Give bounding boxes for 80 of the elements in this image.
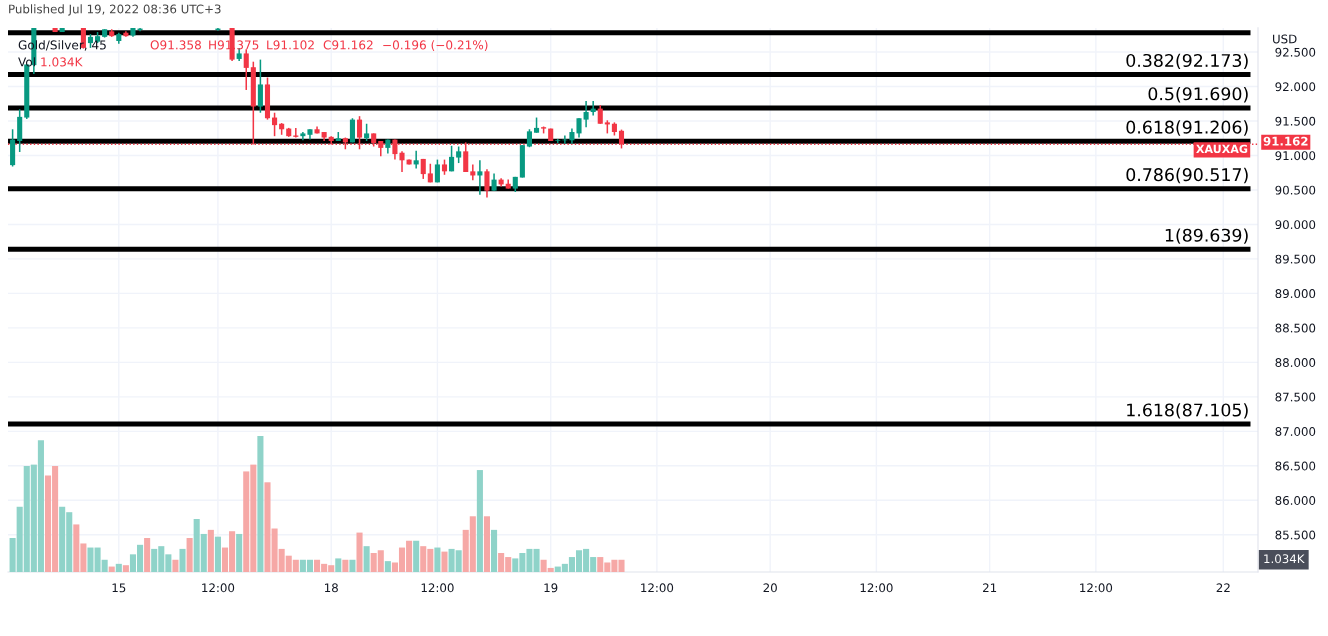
x-tick-label: 12:00 xyxy=(641,583,674,593)
x-tick-label: 15 xyxy=(112,583,126,593)
bar xyxy=(342,559,349,572)
bar xyxy=(441,551,448,572)
bar xyxy=(108,566,115,572)
x-tick-label: 12:00 xyxy=(421,583,454,593)
annotation: C91.162 xyxy=(323,40,373,50)
candlestick xyxy=(413,149,419,170)
bar xyxy=(122,565,129,572)
bar xyxy=(179,548,186,572)
x-tick-label: 20 xyxy=(763,583,777,593)
candlestick xyxy=(597,104,603,125)
candlestick xyxy=(399,150,405,173)
y-tick-label: 92.500 xyxy=(1275,47,1316,57)
bar xyxy=(413,540,420,572)
y-tick-label: 92.000 xyxy=(1275,82,1316,92)
bar xyxy=(356,532,363,572)
bar xyxy=(186,538,193,572)
candlestick xyxy=(555,138,561,144)
y-tick-label: 91.000 xyxy=(1275,151,1316,161)
y-axis-title: USD xyxy=(1273,34,1297,44)
candlestick xyxy=(272,111,278,137)
ref-line-label: 1.618(87.105) xyxy=(1127,403,1248,419)
bar xyxy=(476,470,483,572)
y-tick-label: 89.000 xyxy=(1275,289,1316,299)
bar xyxy=(144,538,151,572)
x-tick-label: 12:00 xyxy=(860,583,893,593)
bar xyxy=(434,547,441,572)
bar xyxy=(214,536,221,572)
bar xyxy=(207,529,214,572)
ref-line-label: 0.618(91.206) xyxy=(1126,120,1248,136)
ref-line-label: 91.162 xyxy=(1263,136,1308,146)
y-tick-label: 90.500 xyxy=(1275,185,1316,195)
y-tick-label: 87.500 xyxy=(1275,392,1316,402)
candlestick xyxy=(583,100,589,128)
candlestick xyxy=(243,48,249,91)
y-tick-label: 87.000 xyxy=(1275,427,1316,436)
text: Published Jul 19, 2022 08:36 UTC+3 xyxy=(9,4,221,16)
bar xyxy=(172,559,179,572)
bar xyxy=(491,529,498,572)
ref-line-label: 0.5(91.690) xyxy=(1148,86,1248,103)
candlestick xyxy=(349,117,355,144)
annotation: L91.102 xyxy=(267,40,314,50)
candlestick xyxy=(470,163,476,182)
x-tick-label: 12:00 xyxy=(202,583,235,593)
y-tick-label: 91.500 xyxy=(1275,116,1316,126)
y-tick-label: 89.500 xyxy=(1275,254,1316,264)
bar xyxy=(115,563,122,572)
candlestick xyxy=(484,168,490,199)
bar xyxy=(349,559,356,572)
candlestick xyxy=(477,159,483,196)
x-tick-label: 21 xyxy=(983,583,997,593)
annotation: XAUXAG xyxy=(1196,144,1248,154)
y-tick-label: 86.000 xyxy=(1275,496,1316,505)
y-tick-label: 86.500 xyxy=(1275,461,1316,471)
annotation: −0.196 (−0.21%) xyxy=(383,40,488,51)
x-tick-label: 12:00 xyxy=(1080,583,1113,593)
x-tick-label: 19 xyxy=(544,583,558,593)
annotation: O91.358 xyxy=(150,40,201,50)
x-tick-label: 18 xyxy=(324,583,338,593)
y-tick-label: 88.500 xyxy=(1275,323,1316,333)
bar xyxy=(384,561,391,572)
bar xyxy=(363,546,370,572)
y-tick-label: 85.500 xyxy=(1275,530,1316,540)
candlestick xyxy=(293,127,299,139)
candlestick xyxy=(257,58,263,114)
annotation: 1.034K xyxy=(41,57,83,67)
candlestick xyxy=(449,145,455,173)
y-tick-label: 88.000 xyxy=(1275,358,1316,368)
bar xyxy=(483,516,491,572)
ref-line-label: 1(89.639) xyxy=(1165,228,1248,244)
bar xyxy=(335,558,342,572)
bar xyxy=(236,533,243,572)
text: 1.034K xyxy=(1264,554,1305,564)
y-tick-label: 90.000 xyxy=(1275,220,1316,230)
x-tick-label: 22 xyxy=(1216,583,1230,593)
ref-line-label: 0.382(92.173) xyxy=(1126,53,1248,70)
bar xyxy=(257,436,264,572)
ref-line-label: 0.786(90.517) xyxy=(1126,167,1248,184)
candlestick xyxy=(576,117,582,139)
